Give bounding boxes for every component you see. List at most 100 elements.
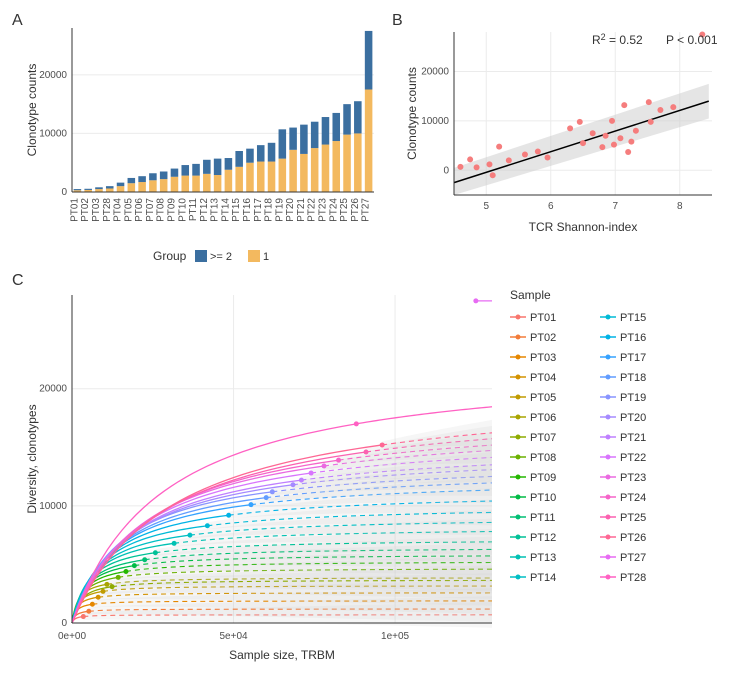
curve-marker-PT25: [364, 449, 369, 454]
legend-item-PT28: PT28: [600, 572, 646, 584]
bar-group-ge2: [117, 183, 125, 187]
bar-group-ge2: [311, 122, 319, 148]
legend-item-PT16: PT16: [600, 332, 646, 344]
r2-annotation: R2 = 0.52: [592, 32, 643, 47]
svg-text:0: 0: [61, 187, 67, 198]
bar-group1: [311, 148, 319, 192]
legend-item-PT04: PT04: [510, 372, 556, 384]
svg-text:PT15: PT15: [620, 312, 646, 324]
legend-item-PT12: PT12: [510, 532, 556, 544]
legend-item-PT15: PT15: [600, 312, 646, 324]
scatter-point: [567, 125, 573, 131]
legend-item-PT17: PT17: [600, 352, 646, 364]
scatter-point: [621, 102, 627, 108]
svg-text:PT17: PT17: [253, 198, 264, 222]
legend-item-PT22: PT22: [600, 452, 646, 464]
bar-group1: [192, 176, 200, 192]
legend-item-PT23: PT23: [600, 472, 646, 484]
svg-text:7: 7: [612, 201, 618, 212]
panel-a-chart: 01000020000PT01PT02PT03PT28PT04PT05PT06P…: [22, 22, 382, 272]
bar-group-ge2: [343, 104, 351, 134]
svg-text:10000: 10000: [39, 128, 67, 139]
svg-text:20000: 20000: [421, 67, 449, 78]
scatter-point: [611, 142, 617, 148]
curve-marker-PT20: [290, 482, 295, 487]
legend-item-PT07: PT07: [510, 432, 556, 444]
bar-group1: [214, 175, 222, 192]
svg-text:Group: Group: [153, 249, 187, 263]
curve-marker-PT03: [90, 602, 95, 607]
scatter-point: [646, 99, 652, 105]
svg-text:PT27: PT27: [361, 198, 372, 222]
bar-group1: [181, 176, 189, 192]
svg-text:PT27: PT27: [620, 552, 646, 564]
scatter-point: [657, 107, 663, 113]
curve-marker-PT04: [96, 595, 101, 600]
legend-item-PT11: PT11: [510, 512, 555, 524]
svg-text:PT21: PT21: [296, 198, 307, 222]
bar-group1: [171, 177, 179, 192]
curve-marker-PT27: [473, 298, 478, 303]
svg-text:PT09: PT09: [166, 198, 177, 222]
legend-item-PT03: PT03: [510, 352, 556, 364]
svg-text:PT12: PT12: [530, 532, 556, 544]
curve-marker-PT09: [123, 569, 128, 574]
bar-group-ge2: [246, 149, 254, 163]
bar-group1: [128, 183, 136, 192]
scatter-point: [535, 149, 541, 155]
svg-text:PT18: PT18: [264, 198, 275, 222]
legend-item-PT20: PT20: [600, 412, 646, 424]
bar-group-ge2: [225, 158, 233, 170]
legend-item-PT19: PT19: [600, 392, 646, 404]
svg-text:PT23: PT23: [317, 198, 328, 222]
panel-c-xlabel: Sample size, TRBM: [229, 648, 335, 662]
svg-text:PT18: PT18: [620, 372, 646, 384]
svg-text:5e+04: 5e+04: [219, 631, 248, 642]
bar-group1: [117, 186, 125, 192]
legend-item-PT26: PT26: [600, 532, 646, 544]
svg-text:PT01: PT01: [69, 198, 80, 222]
bar-group1: [322, 145, 330, 192]
figure: A B C 01000020000PT01PT02PT03PT28PT04PT0…: [12, 12, 723, 667]
svg-text:8: 8: [677, 201, 683, 212]
scatter-point: [577, 119, 583, 125]
scatter-point: [633, 128, 639, 134]
curve-marker-PT26: [380, 442, 385, 447]
bar-group1: [289, 150, 297, 192]
svg-text:PT08: PT08: [530, 452, 556, 464]
scatter-point: [670, 104, 676, 110]
curve-marker-PT08: [116, 575, 121, 580]
curve-marker-PT14: [187, 533, 192, 538]
svg-text:PT04: PT04: [530, 372, 556, 384]
scatter-point: [506, 157, 512, 163]
bar-group-ge2: [203, 160, 211, 174]
bar-group1: [343, 135, 351, 192]
scatter-point: [625, 149, 631, 155]
scatter-point: [590, 130, 596, 136]
panel-b-ylabel: Clonotype counts: [405, 67, 419, 160]
scatter-point: [545, 154, 551, 160]
svg-text:PT13: PT13: [210, 198, 221, 222]
svg-text:PT16: PT16: [242, 198, 253, 222]
panel-c-chart: 010000200000e+005e+041e+05Sample size, T…: [22, 287, 722, 667]
svg-text:>= 2: >= 2: [210, 251, 232, 263]
bar-group1: [332, 141, 340, 192]
svg-text:10000: 10000: [421, 116, 449, 127]
curve-marker-PT22: [309, 471, 314, 476]
curve-marker-PT13: [172, 541, 177, 546]
svg-text:5: 5: [483, 201, 489, 212]
scatter-point: [603, 133, 609, 139]
p-annotation: P < 0.001: [666, 33, 718, 47]
svg-text:PT11: PT11: [188, 198, 199, 222]
svg-text:PT08: PT08: [156, 198, 167, 222]
scatter-point: [457, 164, 463, 170]
svg-text:PT06: PT06: [134, 198, 145, 222]
curve-marker-PT28: [354, 421, 359, 426]
bar-group1: [138, 182, 146, 192]
svg-text:PT20: PT20: [620, 412, 646, 424]
svg-text:20000: 20000: [39, 70, 67, 81]
svg-text:1e+05: 1e+05: [381, 631, 410, 642]
bar-group-ge2: [354, 101, 362, 133]
svg-text:PT07: PT07: [530, 432, 556, 444]
bar-group-ge2: [332, 113, 340, 141]
